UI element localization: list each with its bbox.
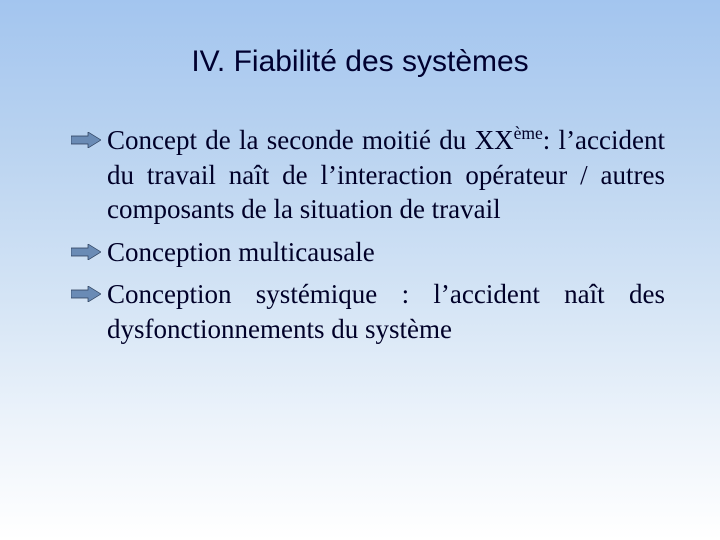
list-item: Concept de la seconde moitié du XXème: l… [75,123,665,227]
arrow-icon [71,132,101,148]
slide-title: IV. Fiabilité des systèmes [55,45,665,79]
bullet-text-pre: Conception systémique : l’accident naît … [107,279,665,344]
arrow-shape [71,244,101,260]
slide: IV. Fiabilité des systèmes Concept de la… [0,0,720,540]
bullet-list: Concept de la seconde moitié du XXème: l… [75,123,665,346]
bullet-text-pre: Concept de la seconde moitié du XX [107,125,514,155]
arrow-icon [71,286,101,302]
bullet-text-pre: Conception multicausale [107,237,375,267]
bullet-text-sup: ème [514,123,543,143]
arrow-icon [71,244,101,260]
list-item: Conception systémique : l’accident naît … [75,277,665,346]
arrow-shape [71,286,101,302]
arrow-shape [71,132,101,148]
list-item: Conception multicausale [75,235,665,270]
